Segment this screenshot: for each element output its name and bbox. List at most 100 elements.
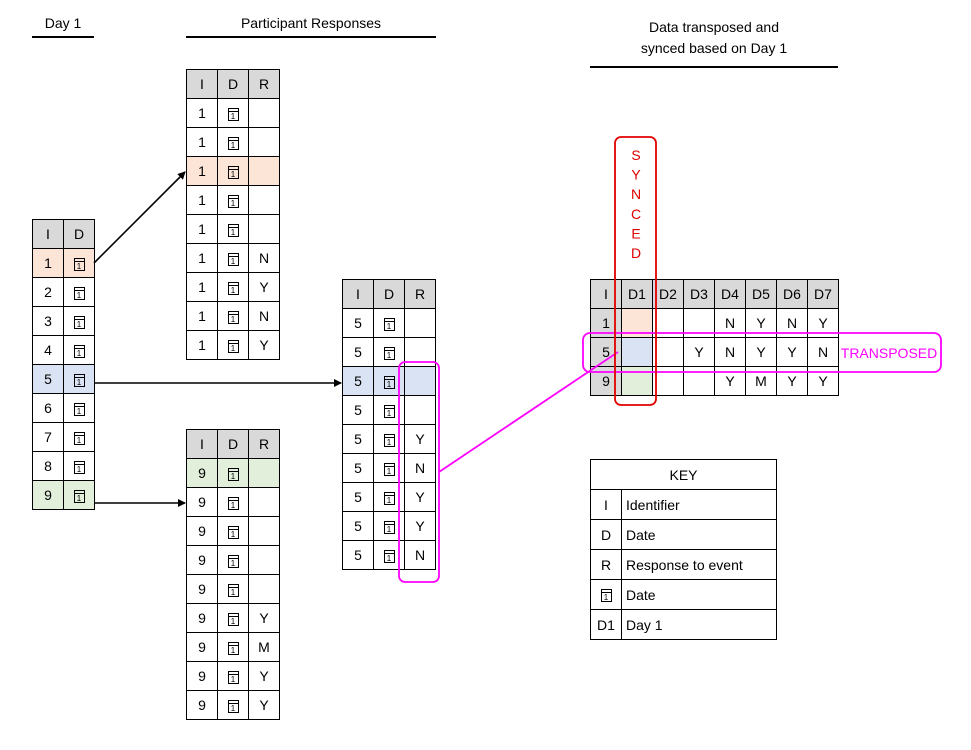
key-symbol: D1 [590,609,622,640]
id-cell: 5 [590,337,622,367]
transposed-row-highlight [582,332,942,373]
heading-participant-rule [186,36,436,38]
response-cell [248,458,280,488]
key-description: Identifier [620,489,778,520]
header-r: R [248,69,280,99]
date-cell: 1 [217,330,249,360]
calendar-icon: 1 [73,373,85,387]
id-cell: 9 [186,458,218,488]
participant-9-header-row: I D R [186,429,280,459]
transpose-connector-line [438,351,619,473]
response-cell [248,214,280,244]
response-cell: Y [807,366,839,396]
key-row: I Identifier [590,489,778,520]
heading-transposed-line2: synced based on Day 1 [640,40,788,56]
transposed-header-row: I D1 D2 D3 D4 D5 D6 D7 [590,279,839,309]
header-day: D5 [745,279,777,309]
calendar-icon: 1 [73,431,85,445]
response-cell [248,156,280,186]
id-cell: 9 [186,487,218,517]
calendar-icon: 1 [227,612,239,626]
date-cell: 1 [63,451,95,481]
calendar-icon: 1 [227,165,239,179]
arrow-to-participant-1 [93,171,186,264]
id-cell: 9 [186,545,218,575]
header-day: D7 [807,279,839,309]
id-cell: 1 [186,243,218,273]
calendar-icon: 1 [73,286,85,300]
calendar-icon: 1 [227,641,239,655]
response-cell [248,574,280,604]
key-description: Response to event [620,549,778,580]
calendar-icon: 1 [73,489,85,503]
date-cell: 1 [217,487,249,517]
calendar-icon: 1 [227,223,239,237]
date-cell: 1 [63,277,95,307]
date-cell: 1 [63,364,95,394]
calendar-icon: 1 [227,496,239,510]
response-cell: N [248,301,280,331]
synced-letter: Y [631,167,641,183]
id-cell: 1 [186,127,218,157]
calendar-icon: 1 [227,583,239,597]
response-cell: M [248,632,280,662]
key-description: Day 1 [620,609,778,640]
synced-letter: N [631,186,641,202]
response-cell: Y [776,366,808,396]
header-day: D6 [776,279,808,309]
synced-column-highlight [614,136,657,406]
id-cell: 3 [32,306,64,336]
calendar-icon: 1 [383,346,395,360]
id-cell: 5 [342,337,374,367]
calendar-icon: 1 [227,252,239,266]
calendar-icon: 1 [383,549,395,563]
id-cell: 1 [32,248,64,278]
heading-transposed-rule [590,66,838,68]
response-cell [652,366,684,396]
key-row: D Date [590,519,778,550]
calendar-icon: 1 [227,525,239,539]
response-cell: N [714,337,746,367]
date-cell: 1 [217,690,249,720]
calendar-icon: 1 [73,460,85,474]
heading-participant-responses: Participant Responses [240,15,382,31]
response-cell [404,366,436,396]
participant-1-header-row: I D R [186,69,280,99]
calendar-icon: 1 [227,107,239,121]
id-cell: 1 [186,185,218,215]
response-cell: Y [714,366,746,396]
response-cell [621,337,653,367]
id-cell: 5 [342,424,374,454]
calendar-icon: 1 [227,699,239,713]
response-cell [248,185,280,215]
synced-letter: E [631,225,640,241]
date-cell: 1 [217,214,249,244]
synced-letter: S [631,147,640,163]
calendar-icon: 1 [383,317,395,331]
calendar-icon: 1 [73,402,85,416]
synced-letter: D [631,245,641,261]
id-cell: 9 [186,661,218,691]
calendar-icon: 1 [600,589,612,603]
transposed-label: TRANSPOSED [841,345,937,361]
